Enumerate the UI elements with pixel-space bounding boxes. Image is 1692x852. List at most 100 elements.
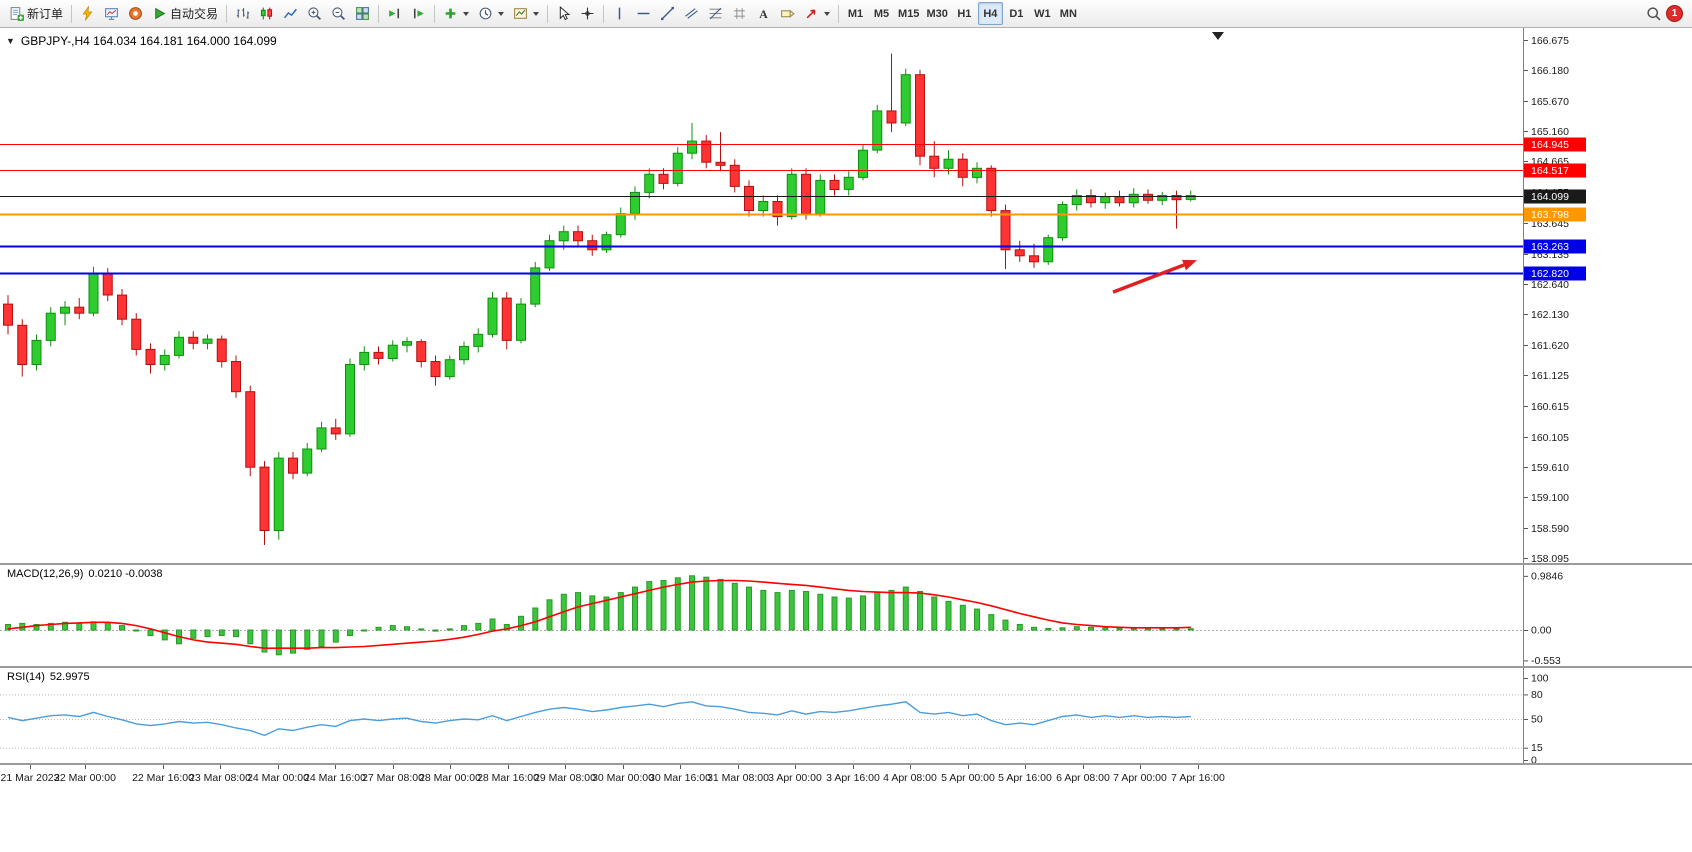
candlestick-chart[interactable]: 166.675166.180165.670165.160164.665164.1…: [0, 28, 1692, 563]
new-order-icon: [9, 6, 24, 21]
new-order-button[interactable]: 新订单: [5, 2, 67, 25]
time-axis-ticks: [30, 765, 1199, 769]
macd-chart[interactable]: 0.9846 0.00 -0.553: [0, 565, 1692, 666]
time-axis-label: 7 Apr 16:00: [1171, 772, 1225, 784]
toolbar-separator: [603, 4, 605, 23]
time-axis-label: 5 Apr 16:00: [998, 772, 1052, 784]
search-button[interactable]: [1642, 2, 1665, 25]
new-order-label: 新订单: [27, 7, 64, 21]
channel-tool[interactable]: [680, 2, 703, 25]
periods-button[interactable]: [474, 2, 508, 25]
timeframe-h1[interactable]: H1: [952, 2, 977, 25]
monitor-chart-icon: [104, 6, 119, 21]
time-axis-label: 7 Apr 00:00: [1113, 772, 1167, 784]
svg-text:158.095: 158.095: [1531, 553, 1569, 563]
time-axis-label: 5 Apr 00:00: [941, 772, 995, 784]
svg-text:161.125: 161.125: [1531, 370, 1569, 382]
rsi-line: [7, 701, 1191, 737]
search-icon: [1646, 6, 1661, 21]
time-axis-label: 29 Mar 08:00: [534, 772, 596, 784]
chart-window-button[interactable]: [100, 2, 123, 25]
toolbar-separator: [226, 4, 228, 23]
line-chart-button[interactable]: [279, 2, 302, 25]
lifebuoy-icon: [128, 6, 143, 21]
timeframe-m5[interactable]: M5: [869, 2, 894, 25]
autotrading-button[interactable]: 自动交易: [148, 2, 222, 25]
chart-shift-button[interactable]: [407, 2, 430, 25]
svg-text:160.105: 160.105: [1531, 432, 1569, 444]
horizontal-line-tool[interactable]: [632, 2, 655, 25]
chart-header: ▼ GBPJPY-,H4 164.034 164.181 164.000 164…: [6, 34, 277, 48]
timeframe-mn[interactable]: MN: [1056, 2, 1081, 25]
indicators-button[interactable]: [439, 2, 473, 25]
bar-chart-button[interactable]: [231, 2, 254, 25]
crosshair-icon: [580, 6, 595, 21]
timeframe-m1[interactable]: M1: [843, 2, 868, 25]
toolbar-separator: [71, 4, 73, 23]
zoom-out-button[interactable]: [327, 2, 350, 25]
timeframe-m30[interactable]: M30: [923, 2, 950, 25]
time-axis-label: 4 Apr 08:00: [883, 772, 937, 784]
rsi-indicator-panel[interactable]: 100 80 50 15 0 RSI(14) 52.9975: [0, 666, 1692, 763]
time-axis-label: 22 Mar 00:00: [54, 772, 116, 784]
time-axis-label: 3 Apr 16:00: [826, 772, 880, 784]
trendline-icon: [660, 6, 675, 21]
cursor-button[interactable]: [552, 2, 575, 25]
metaeditor-button[interactable]: [76, 2, 99, 25]
timeframe-d1[interactable]: D1: [1004, 2, 1029, 25]
candlestick-chart-button[interactable]: [255, 2, 278, 25]
time-axis-label: 21 Mar 2023: [0, 772, 60, 784]
toolbar-separator: [838, 4, 840, 23]
chevron-down-icon: [533, 11, 540, 16]
svg-text:A: A: [759, 8, 768, 21]
time-axis-label: 3 Apr 00:00: [768, 772, 822, 784]
fibonacci-icon: [708, 6, 723, 21]
timeframe-w1[interactable]: W1: [1030, 2, 1055, 25]
text-tool[interactable]: A: [752, 2, 775, 25]
time-axis-label: 31 Mar 08:00: [707, 772, 769, 784]
price-chart-panel[interactable]: 166.675166.180165.670165.160164.665164.1…: [0, 28, 1692, 563]
arrows-tool[interactable]: [800, 2, 834, 25]
macd-indicator-panel[interactable]: 0.9846 0.00 -0.553 MACD(12,26,9) 0.0210 -0…: [0, 563, 1692, 666]
time-axis-label: 27 Mar 08:00: [362, 772, 424, 784]
time-axis-label: 24 Mar 16:00: [304, 772, 366, 784]
svg-text:165.670: 165.670: [1531, 96, 1569, 108]
timeframe-h4[interactable]: H4: [977, 2, 1003, 25]
trendline-tool[interactable]: [656, 2, 679, 25]
price-scale: 166.675166.180165.670165.160164.665164.1…: [1523, 28, 1569, 563]
rsi-value: 52.9975: [49, 671, 90, 683]
templates-button[interactable]: [509, 2, 543, 25]
main-toolbar: 新订单 自动交易 A M1 M5 M15 M30 H1 H4 D1 W1 MN …: [0, 0, 1692, 28]
arrows-icon: [804, 6, 819, 21]
zoom-in-button[interactable]: [303, 2, 326, 25]
svg-text:165.160: 165.160: [1531, 126, 1569, 138]
svg-text:15: 15: [1531, 742, 1543, 754]
svg-text:80: 80: [1531, 689, 1543, 701]
crosshair-button[interactable]: [576, 2, 599, 25]
text-label-tool[interactable]: [776, 2, 799, 25]
fibonacci-tool[interactable]: [704, 2, 727, 25]
annotation-arrow: [1112, 259, 1197, 294]
time-axis-label: 24 Mar 00:00: [247, 772, 309, 784]
support-button[interactable]: [124, 2, 147, 25]
time-axis-label: 6 Apr 08:00: [1056, 772, 1110, 784]
cursor-icon: [556, 6, 571, 21]
timeframe-m15[interactable]: M15: [895, 2, 922, 25]
chart-shift-marker: [1212, 32, 1224, 40]
svg-text:162.130: 162.130: [1531, 309, 1569, 321]
candlestick-chart-icon: [259, 6, 274, 21]
auto-scroll-button[interactable]: [383, 2, 406, 25]
time-axis[interactable]: 21 Mar 2023 22 Mar 00:00 22 Mar 16:00 23 Ma…: [0, 763, 1692, 788]
one-click-trading-toggle[interactable]: ▼: [6, 36, 15, 46]
rsi-chart[interactable]: 100 80 50 150: [0, 668, 1692, 763]
notification-badge[interactable]: 1: [1666, 5, 1683, 22]
toolbar-separator: [434, 4, 436, 23]
macd-signal-line: [7, 579, 1191, 649]
vertical-line-icon: [612, 6, 627, 21]
tile-windows-button[interactable]: [351, 2, 374, 25]
vertical-line-tool[interactable]: [608, 2, 631, 25]
chevron-down-icon: [498, 11, 505, 16]
grid-tool[interactable]: [728, 2, 751, 25]
svg-text:161.620: 161.620: [1531, 340, 1569, 352]
